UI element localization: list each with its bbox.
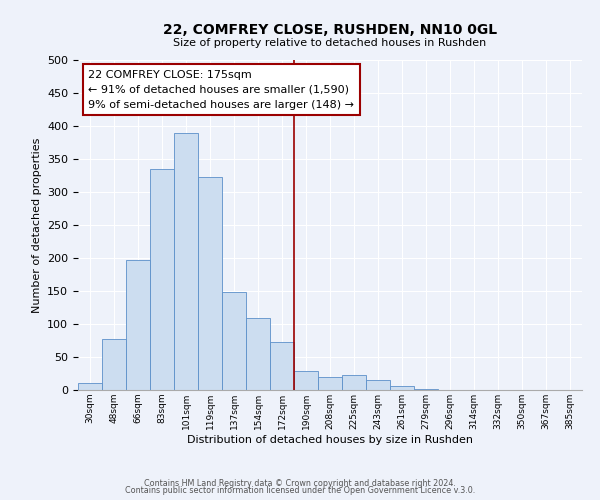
Bar <box>246 318 270 390</box>
Bar <box>126 260 150 390</box>
Bar <box>198 177 222 390</box>
Text: 22, COMFREY CLOSE, RUSHDEN, NN10 0GL: 22, COMFREY CLOSE, RUSHDEN, NN10 0GL <box>163 22 497 36</box>
Bar <box>342 376 366 390</box>
Bar <box>270 342 294 390</box>
Bar <box>366 380 390 390</box>
Bar <box>318 378 342 390</box>
Bar <box>294 371 318 390</box>
Bar <box>390 386 414 390</box>
Bar <box>102 338 126 390</box>
Bar <box>150 169 174 390</box>
Y-axis label: Number of detached properties: Number of detached properties <box>32 138 41 312</box>
Bar <box>174 132 198 390</box>
X-axis label: Distribution of detached houses by size in Rushden: Distribution of detached houses by size … <box>187 434 473 444</box>
Text: Contains public sector information licensed under the Open Government Licence v.: Contains public sector information licen… <box>125 486 475 495</box>
Text: Contains HM Land Registry data © Crown copyright and database right 2024.: Contains HM Land Registry data © Crown c… <box>144 478 456 488</box>
Bar <box>414 388 438 390</box>
Bar <box>222 292 246 390</box>
Text: 22 COMFREY CLOSE: 175sqm
← 91% of detached houses are smaller (1,590)
9% of semi: 22 COMFREY CLOSE: 175sqm ← 91% of detach… <box>88 70 354 110</box>
Bar <box>78 384 102 390</box>
Text: Size of property relative to detached houses in Rushden: Size of property relative to detached ho… <box>173 38 487 48</box>
